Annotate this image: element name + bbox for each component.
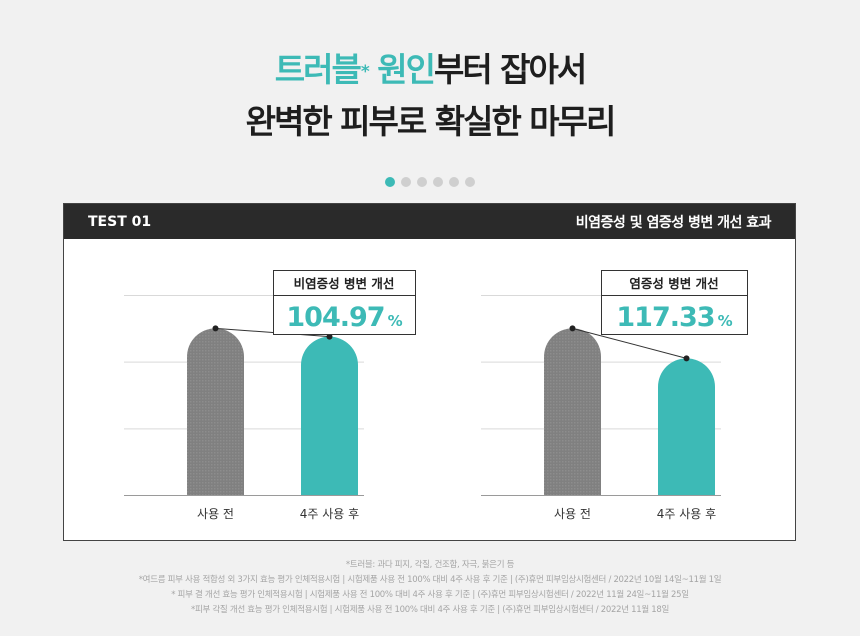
footnote-2: *여드름 피부 사용 적합성 외 3가지 효능 평가 인체적용시험 | 시험제품… bbox=[138, 575, 722, 585]
callout-value-1: 104.97% bbox=[286, 302, 402, 333]
comparison-charts: 사용 전 4주 사용 후 비염증성 병변 개선 104.97 % 사용 전 4주 사용 후 염… bbox=[124, 270, 748, 521]
callout-label-1: 비염증성 병변 개선 bbox=[294, 276, 395, 291]
callout-number-2: 117.33 bbox=[616, 302, 714, 333]
bar-2-2 bbox=[658, 358, 715, 495]
headline-line-1: 트러블* 원인부터 잡아서 bbox=[0, 44, 860, 96]
trend-line-1 bbox=[215, 327, 330, 338]
carousel-dot-5[interactable] bbox=[449, 177, 459, 187]
point-1-2 bbox=[326, 333, 333, 340]
trend-line-2 bbox=[572, 327, 687, 359]
headline-accent-trouble: 트러블* bbox=[274, 50, 370, 89]
callout-box-2 bbox=[601, 270, 748, 335]
carousel-dot-6[interactable] bbox=[465, 177, 475, 187]
carousel-dot-3[interactable] bbox=[417, 177, 427, 187]
panel-header: TEST 01 비염증성 및 염증성 병변 개선 효과 bbox=[64, 204, 795, 239]
callout-box-1 bbox=[273, 270, 416, 335]
carousel-dot-2[interactable] bbox=[401, 177, 411, 187]
footnote-1: *트러블: 과다 피지, 각질, 건조함, 자극, 붉은기 등 bbox=[345, 560, 515, 570]
carousel-dot-4[interactable] bbox=[433, 177, 443, 187]
footnotes: *트러블: 과다 피지, 각질, 건조함, 자극, 붉은기 등 *여드름 피부 사… bbox=[0, 558, 860, 618]
headline-accent-cause: 원인 bbox=[377, 50, 436, 89]
panel-title: 비염증성 및 염증성 병변 개선 효과 bbox=[575, 214, 772, 231]
callout-value-2: 117.33% bbox=[616, 302, 732, 333]
x-tick-label-2-2: 4주 사용 후 bbox=[657, 507, 716, 521]
point-1-1 bbox=[212, 325, 219, 332]
point-2-1 bbox=[569, 325, 576, 332]
footnote-4: *피부 각질 개선 효능 평가 인체적용시험 | 시험제품 사용 전 100% … bbox=[191, 605, 669, 615]
x-tick-label-1-2: 4주 사용 후 bbox=[300, 507, 359, 521]
callout-unit-1: % bbox=[388, 312, 403, 330]
headline-line-1-rest: 부터 잡아서 bbox=[433, 50, 587, 89]
test-panel: TEST 01 비염증성 및 염증성 병변 개선 효과 사용 전 4주 사용 후 비… bbox=[63, 203, 796, 541]
x-tick-label-2-1: 사용 전 bbox=[554, 507, 591, 521]
callout-unit-2: % bbox=[718, 312, 733, 330]
callout-number-1: 104.97 bbox=[286, 302, 384, 333]
bar-2-1 bbox=[544, 328, 601, 495]
callout-label-2: 염증성 병변 개선 bbox=[629, 276, 718, 291]
bar-1-2 bbox=[301, 336, 358, 495]
bar-1-1 bbox=[187, 328, 244, 495]
carousel-dot-1[interactable] bbox=[385, 177, 395, 187]
point-2-2 bbox=[683, 355, 690, 362]
test-label: TEST 01 bbox=[88, 213, 152, 230]
carousel-dots bbox=[0, 177, 860, 187]
x-tick-label-1-1: 사용 전 bbox=[197, 507, 234, 521]
asterisk-mark: * bbox=[360, 62, 370, 82]
headline-line-2: 완벽한 피부로 확실한 마무리 bbox=[245, 102, 617, 141]
footnote-3: * 피부 결 개선 효능 평가 인체적용시험 | 시험제품 사용 전 100% … bbox=[171, 590, 689, 600]
headline: 트러블* 원인부터 잡아서 완벽한 피부로 확실한 마무리 bbox=[0, 44, 860, 148]
